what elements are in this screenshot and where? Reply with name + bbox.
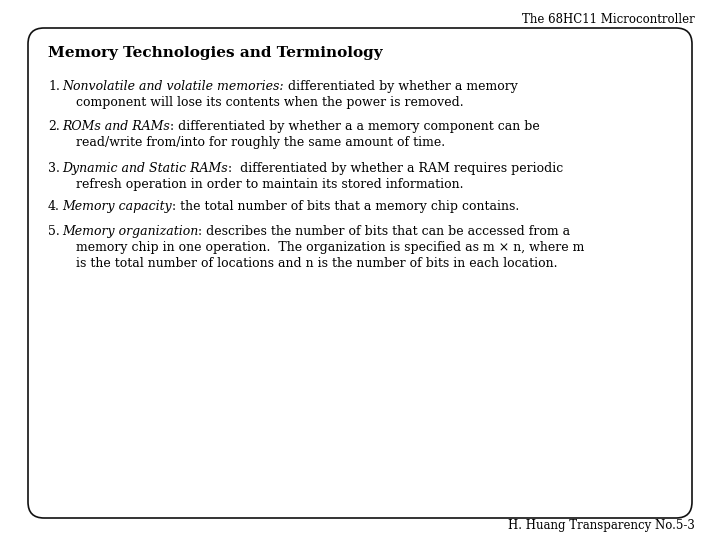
Text: The 68HC11 Microcontroller: The 68HC11 Microcontroller bbox=[522, 13, 695, 26]
Text: 3.: 3. bbox=[48, 162, 60, 175]
Text: is the total number of locations and n is the number of bits in each location.: is the total number of locations and n i… bbox=[76, 257, 557, 270]
Text: :  differentiated by whether a RAM requires periodic: : differentiated by whether a RAM requir… bbox=[228, 162, 563, 175]
Text: 1.: 1. bbox=[48, 80, 60, 93]
Text: Memory capacity: Memory capacity bbox=[62, 200, 172, 213]
Text: 4.: 4. bbox=[48, 200, 60, 213]
Text: read/write from/into for roughly the same amount of time.: read/write from/into for roughly the sam… bbox=[76, 136, 445, 149]
Text: Nonvolatile and volatile memories:: Nonvolatile and volatile memories: bbox=[62, 80, 284, 93]
Text: : differentiated by whether a a memory component can be: : differentiated by whether a a memory c… bbox=[170, 120, 539, 133]
FancyBboxPatch shape bbox=[28, 28, 692, 518]
Text: Memory organization: Memory organization bbox=[62, 225, 198, 238]
Text: ROMs and RAMs: ROMs and RAMs bbox=[62, 120, 170, 133]
Text: differentiated by whether a memory: differentiated by whether a memory bbox=[284, 80, 518, 93]
Text: H. Huang Transparency No.5-3: H. Huang Transparency No.5-3 bbox=[508, 519, 695, 532]
Text: refresh operation in order to maintain its stored information.: refresh operation in order to maintain i… bbox=[76, 178, 464, 191]
Text: Dynamic and Static RAMs: Dynamic and Static RAMs bbox=[62, 162, 228, 175]
Text: : describes the number of bits that can be accessed from a: : describes the number of bits that can … bbox=[198, 225, 570, 238]
Text: memory chip in one operation.  The organization is specified as m × n, where m: memory chip in one operation. The organi… bbox=[76, 241, 585, 254]
Text: Memory Technologies and Terminology: Memory Technologies and Terminology bbox=[48, 46, 382, 60]
Text: 2.: 2. bbox=[48, 120, 60, 133]
Text: component will lose its contents when the power is removed.: component will lose its contents when th… bbox=[76, 96, 464, 109]
Text: : the total number of bits that a memory chip contains.: : the total number of bits that a memory… bbox=[172, 200, 519, 213]
Text: 5.: 5. bbox=[48, 225, 60, 238]
